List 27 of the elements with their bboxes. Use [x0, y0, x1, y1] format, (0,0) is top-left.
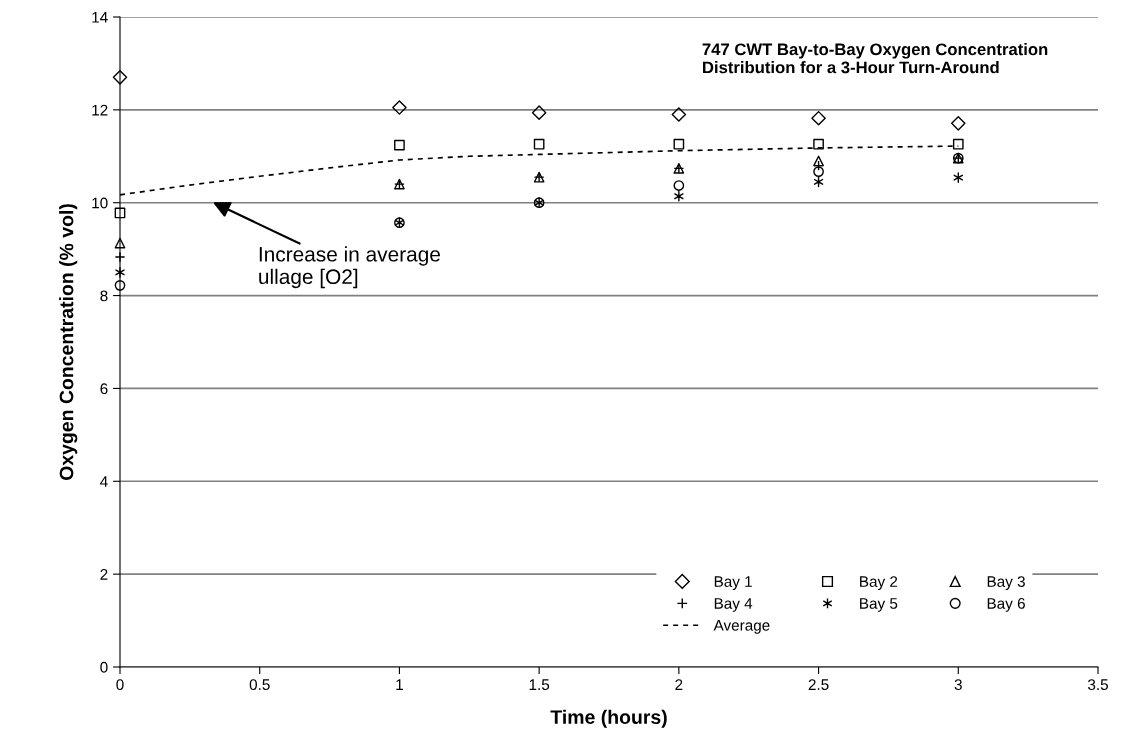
text: 747 CWT Bay-to-Bay Oxygen Concentration Distribution for a 3-Hour Turn-Around	[702, 43, 1048, 74]
legend-label: Average	[713, 620, 770, 634]
x-axis-title: Time (hours)	[550, 709, 667, 728]
legend-label: Bay 1	[714, 576, 752, 590]
annotation: Increase in average ullage [O2]	[259, 246, 440, 289]
x-tick-label: 1.5	[529, 679, 550, 691]
y-tick-label: 10	[92, 197, 108, 209]
x-tick-label: 3	[954, 679, 962, 691]
legend-label: Bay 3	[987, 576, 1025, 590]
y-tick-label: 8	[100, 290, 108, 302]
x-tick-label: 3.5	[1087, 679, 1108, 691]
x-tick-label: 1	[396, 679, 403, 690]
x-tick-label: 2.5	[808, 679, 829, 691]
legend-label: Bay 6	[987, 598, 1025, 612]
x-tick-label: 2	[675, 679, 683, 690]
y-tick-label: 2	[100, 569, 108, 580]
y-axis-title: Oxygen Concentration (% vol)	[59, 204, 78, 481]
legend-label: Bay 4	[714, 598, 753, 612]
y-tick-label: 6	[100, 383, 108, 395]
legend-label: Bay 2	[860, 576, 898, 590]
legend-label: Bay 5	[860, 598, 898, 612]
x-tick-label: 0	[116, 679, 124, 691]
y-tick-label: 0	[100, 661, 108, 673]
y-tick-label: 12	[92, 104, 108, 116]
y-tick-label: 4	[100, 476, 108, 487]
y-tick-label: 14	[92, 12, 108, 23]
x-tick-label: 0.5	[249, 679, 270, 691]
